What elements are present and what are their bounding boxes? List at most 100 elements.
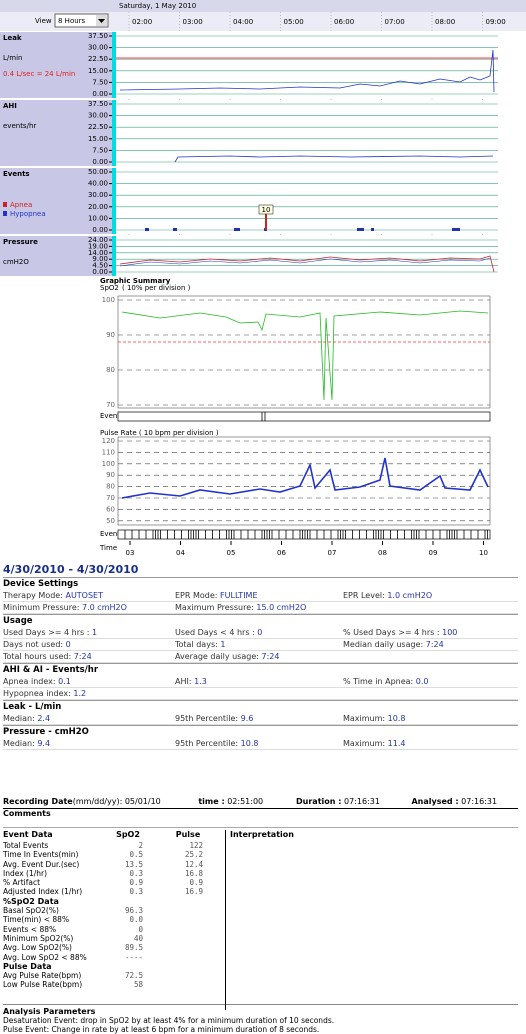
y-tick-label: 40.00	[88, 180, 108, 188]
cell-value: 9.4	[37, 739, 51, 748]
section-title: Device Settings	[3, 577, 518, 590]
y-tick-label: 20.00	[88, 203, 108, 211]
field-label: time :	[198, 797, 225, 806]
table-row: Events < 88% 0	[3, 925, 518, 934]
apnea-box	[258, 204, 274, 215]
pulse-tick: 60	[106, 505, 115, 513]
view-select[interactable]	[54, 13, 109, 28]
events-label: Events	[100, 530, 124, 538]
time-tick-label: 04	[176, 549, 185, 557]
event-mark	[173, 228, 177, 231]
spo2-value: ----	[124, 952, 143, 962]
cell-value: 100	[442, 628, 458, 637]
cell-value: 10.8	[387, 714, 406, 723]
cell-label: Average daily usage:	[175, 652, 259, 661]
cell-label: Maximum:	[343, 714, 386, 723]
table-header: Event Data SpO2 Pulse Interpretation	[3, 830, 518, 841]
time-tick-label: 10	[479, 549, 488, 557]
analysis-line: Pulse Event: Change in rate by at least …	[3, 1024, 320, 1034]
cell-value: 0	[257, 628, 263, 637]
table-row: %SpO2 Data	[3, 897, 518, 906]
cell-label: Hypopnea index:	[3, 689, 71, 698]
cell-label: Therapy Mode:	[3, 591, 63, 600]
row: Used Days >= 4 hrs : 1 Used Days < 4 hrs …	[3, 627, 518, 639]
time-tick-label: 08	[378, 549, 387, 557]
row-label: Adjusted Index (1/hr)	[3, 887, 83, 897]
cell-value: 2.4	[37, 714, 51, 723]
cell: Total hours used: 7:24	[3, 651, 175, 662]
cell-label: 95th Percentile:	[175, 714, 239, 723]
cell-value: 7:24	[425, 640, 444, 649]
spo2-value: 2	[138, 841, 143, 850]
section-title: Leak - L/min	[3, 700, 518, 713]
cell-value: 7:24	[73, 652, 92, 661]
spo2-value: 40	[133, 933, 143, 943]
pulse-value: 122	[189, 841, 203, 850]
row-label: Events < 88%	[3, 924, 57, 934]
row: Days not used: 0 Total days: 1 Median dail…	[3, 639, 518, 651]
row: Median: 2.4 95th Percentile: 9.6 Maximum: …	[3, 713, 518, 725]
time-label: 03:00	[183, 18, 203, 26]
table-row: Avg. Event Dur.(sec) 13.5 12.4	[3, 860, 518, 869]
pulse-tick: 110	[102, 448, 115, 456]
panel-bar	[112, 100, 116, 166]
pulse-value	[143, 934, 203, 943]
legend-label: Hypopnea	[10, 210, 46, 218]
pulse-tick: 100	[102, 460, 115, 468]
recording: Recording Date(mm/dd/yy): 05/01/10 time :…	[3, 797, 518, 1034]
y-tick-label: 7.50	[92, 78, 108, 86]
spo2-tick: 80	[106, 366, 115, 374]
table-row: Minimum SpO2(%) 40	[3, 934, 518, 943]
cell-value: 7:24	[261, 652, 280, 661]
pulse-value: 12.4	[184, 859, 203, 869]
cell-label: % Used Days >= 4 hrs :	[343, 628, 440, 637]
ahi-trace	[174, 155, 494, 163]
cell-label: Total days:	[175, 640, 218, 649]
cell-value: 15.0 cmH2O	[256, 603, 307, 612]
pulse-tick: 120	[102, 437, 115, 445]
y-tick-label: 10.00	[88, 214, 108, 222]
y-tick-label: 30.00	[88, 112, 108, 120]
pulse-value	[143, 980, 203, 989]
event-mark	[234, 228, 240, 231]
summary-title: Graphic Summary	[100, 277, 171, 285]
report-range: 4/30/2010 - 4/30/2010	[3, 563, 139, 576]
cell: Used Days >= 4 hrs : 1	[3, 627, 175, 638]
cell: Maximum Pressure: 15.0 cmH2O	[175, 602, 343, 613]
cell: EPR Mode: FULLTIME	[175, 590, 343, 601]
row: Median: 9.4 95th Percentile: 10.8 Maximum:…	[3, 738, 518, 750]
time-label: 09:00	[486, 18, 506, 26]
event-mark	[357, 228, 364, 231]
table-row: Basal SpO2(%) 96.3	[3, 906, 518, 915]
date-bar	[0, 0, 526, 12]
cell: 95th Percentile: 10.8	[175, 738, 343, 749]
section-title: Usage	[3, 614, 518, 627]
field-value: 02:51:00	[227, 797, 264, 806]
field-value: 05/01/10	[124, 797, 161, 806]
row-label: Avg Pulse Rate(bpm)	[3, 971, 82, 981]
panel-unit: cmH2O	[3, 258, 29, 266]
column-header: Event Data	[3, 830, 53, 839]
y-tick-label: 19.00	[88, 242, 108, 250]
panel-unit: L/min	[3, 54, 22, 62]
time-tick-label: 07	[328, 549, 337, 557]
arrow-icon	[98, 19, 105, 23]
cell: Median daily usage: 7:24	[343, 639, 515, 650]
spo2-value: 0	[138, 924, 143, 934]
time-bar	[0, 12, 526, 31]
panel-note: 0.4 L/sec = 24 L/min	[3, 70, 75, 78]
cell-label: Maximum Pressure:	[175, 603, 254, 612]
cell: Maximum: 10.8	[343, 713, 515, 724]
pulse-tick: 50	[106, 517, 115, 525]
panel-side	[0, 168, 112, 234]
spo2-value: 89.5	[124, 943, 143, 953]
cell: Therapy Mode: AUTOSET	[3, 590, 175, 601]
spo2-events	[117, 411, 491, 422]
time-tick-label: 06	[277, 549, 286, 557]
pulse-value	[143, 915, 203, 924]
time-tick-label: 05	[227, 549, 236, 557]
panel-title: Leak	[3, 34, 22, 42]
pulse-value: 25.2	[184, 850, 203, 860]
pulse-value	[143, 971, 203, 980]
